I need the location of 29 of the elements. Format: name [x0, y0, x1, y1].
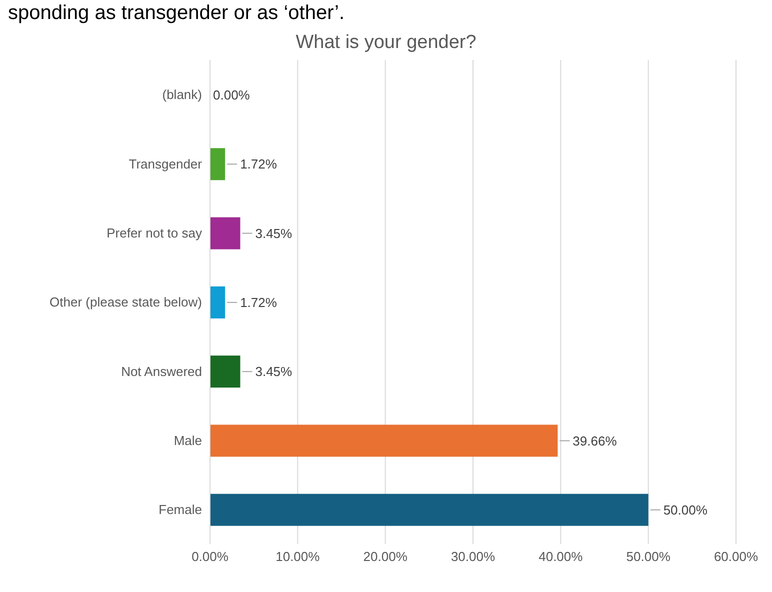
data-label: 3.45%	[255, 226, 293, 241]
x-tick-label: 10.00%	[276, 549, 320, 564]
bar	[210, 286, 226, 318]
y-tick-label: Transgender	[128, 156, 203, 172]
data-label: 39.66%	[572, 433, 618, 448]
y-tick-label: Not Answered	[121, 364, 202, 379]
x-tick-label: 40.00%	[538, 549, 584, 564]
data-label: 50.00%	[663, 502, 708, 518]
y-tick-label: Prefer not to say	[106, 225, 202, 240]
data-label: 0.00%	[213, 88, 250, 103]
x-tick-label: 50.00%	[626, 549, 671, 564]
bar	[210, 424, 558, 457]
data-label: 1.72%	[240, 156, 278, 172]
y-tick-label: Other (please state below)	[50, 294, 202, 310]
bar	[210, 148, 226, 180]
bar	[210, 217, 240, 250]
x-tick-label: 20.00%	[363, 549, 408, 564]
bar	[210, 494, 648, 526]
data-label: 1.72%	[240, 294, 278, 310]
data-label: 3.45%	[255, 364, 293, 380]
y-tick-label: (blank)	[162, 87, 202, 102]
bar	[210, 356, 240, 388]
chart-title: What is your gender?	[294, 32, 478, 54]
x-tick-label: 60.00%	[714, 549, 758, 564]
x-tick-label: 30.00%	[450, 549, 496, 564]
x-tick-label: 0.00%	[192, 549, 229, 564]
y-tick-label: Female	[158, 502, 202, 518]
text: sponding as transgender or as ‘other’.	[8, 2, 346, 26]
y-tick-label: Male	[174, 432, 202, 448]
